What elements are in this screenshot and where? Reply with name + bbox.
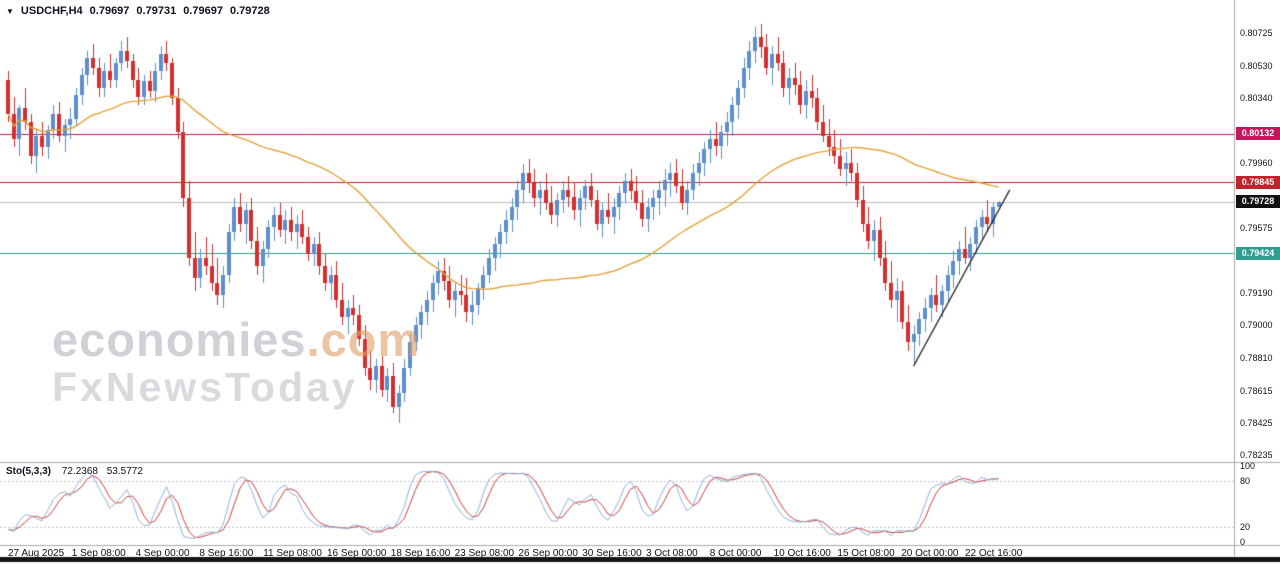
stochastic-indicator-label: Sto(5,3,3) 72.2368 53.5772 <box>6 466 143 477</box>
current-price-badge: 0.79728 <box>1236 195 1280 209</box>
time-axis-label: 8 Sep 16:00 <box>199 548 254 559</box>
stoch-axis-tick: 0 <box>1240 537 1246 547</box>
price-axis-tick: 0.79190 <box>1240 288 1273 299</box>
price-axis-tick: 0.79575 <box>1240 222 1273 233</box>
price-axis-tick: 0.80725 <box>1240 28 1273 38</box>
time-axis-label: 23 Sep 08:00 <box>454 548 515 559</box>
quote-low-value: 0.79697 <box>183 5 223 17</box>
resistance-line-badge: 0.80132 <box>1236 127 1280 140</box>
time-axis-label: 10 Oct 16:00 <box>773 548 831 559</box>
time-axis-label: 22 Oct 16:00 <box>965 548 1023 559</box>
time-axis-label: 15 Oct 08:00 <box>837 548 895 559</box>
support-line-badge: 0.79424 <box>1236 246 1280 260</box>
quote-header: ▼ USDCHF,H4 0.79697 0.79731 0.79697 0.79… <box>6 5 270 17</box>
price-axis-tick: 0.79960 <box>1240 157 1273 168</box>
price-axis-tick: 0.78235 <box>1240 450 1273 460</box>
stoch-axis-tick: 100 <box>1240 461 1256 471</box>
stoch-axis-tick: 20 <box>1240 521 1251 532</box>
stochastic-k-value: 72.2368 <box>61 466 98 477</box>
chevron-down-icon[interactable]: ▼ <box>6 6 14 16</box>
price-axis-tick: 0.79000 <box>1240 320 1273 331</box>
time-axis-label: 30 Sep 16:00 <box>582 548 642 559</box>
time-axis-label: 16 Sep 00:00 <box>327 548 387 559</box>
price-axis-tick: 0.80340 <box>1240 93 1273 104</box>
price-axis-tick: 0.78425 <box>1240 417 1273 428</box>
time-axis-label: 8 Oct 00:00 <box>709 548 762 559</box>
time-axis-label: 4 Sep 00:00 <box>135 548 190 559</box>
time-axis-label: 20 Oct 00:00 <box>901 548 959 559</box>
time-axis-label: 26 Sep 00:00 <box>518 548 578 559</box>
stochastic-d-value: 53.5772 <box>106 466 143 477</box>
price-axis-tick: 0.78615 <box>1240 385 1273 396</box>
time-axis-label: 11 Sep 08:00 <box>263 548 322 559</box>
time-axis-label: 27 Aug 2025 <box>8 548 65 559</box>
price-axis-tick: 0.78810 <box>1240 352 1273 363</box>
stoch-axis-tick: 80 <box>1240 476 1251 487</box>
quote-close-value: 0.79728 <box>229 5 270 17</box>
time-axis-label: 3 Oct 08:00 <box>646 548 698 559</box>
quote-open-value: 0.79697 <box>89 5 130 17</box>
stochastic-name: Sto(5,3,3) <box>6 466 52 477</box>
symbol-timeframe-label: USDCHF,H4 <box>20 5 83 17</box>
resistance-line-badge: 0.79845 <box>1236 175 1280 189</box>
time-axis-label: 18 Sep 16:00 <box>390 548 451 559</box>
time-axis-label: 1 Sep 08:00 <box>71 548 126 559</box>
price-axis-tick: 0.80530 <box>1240 61 1273 72</box>
quote-high-value: 0.79731 <box>136 5 177 17</box>
